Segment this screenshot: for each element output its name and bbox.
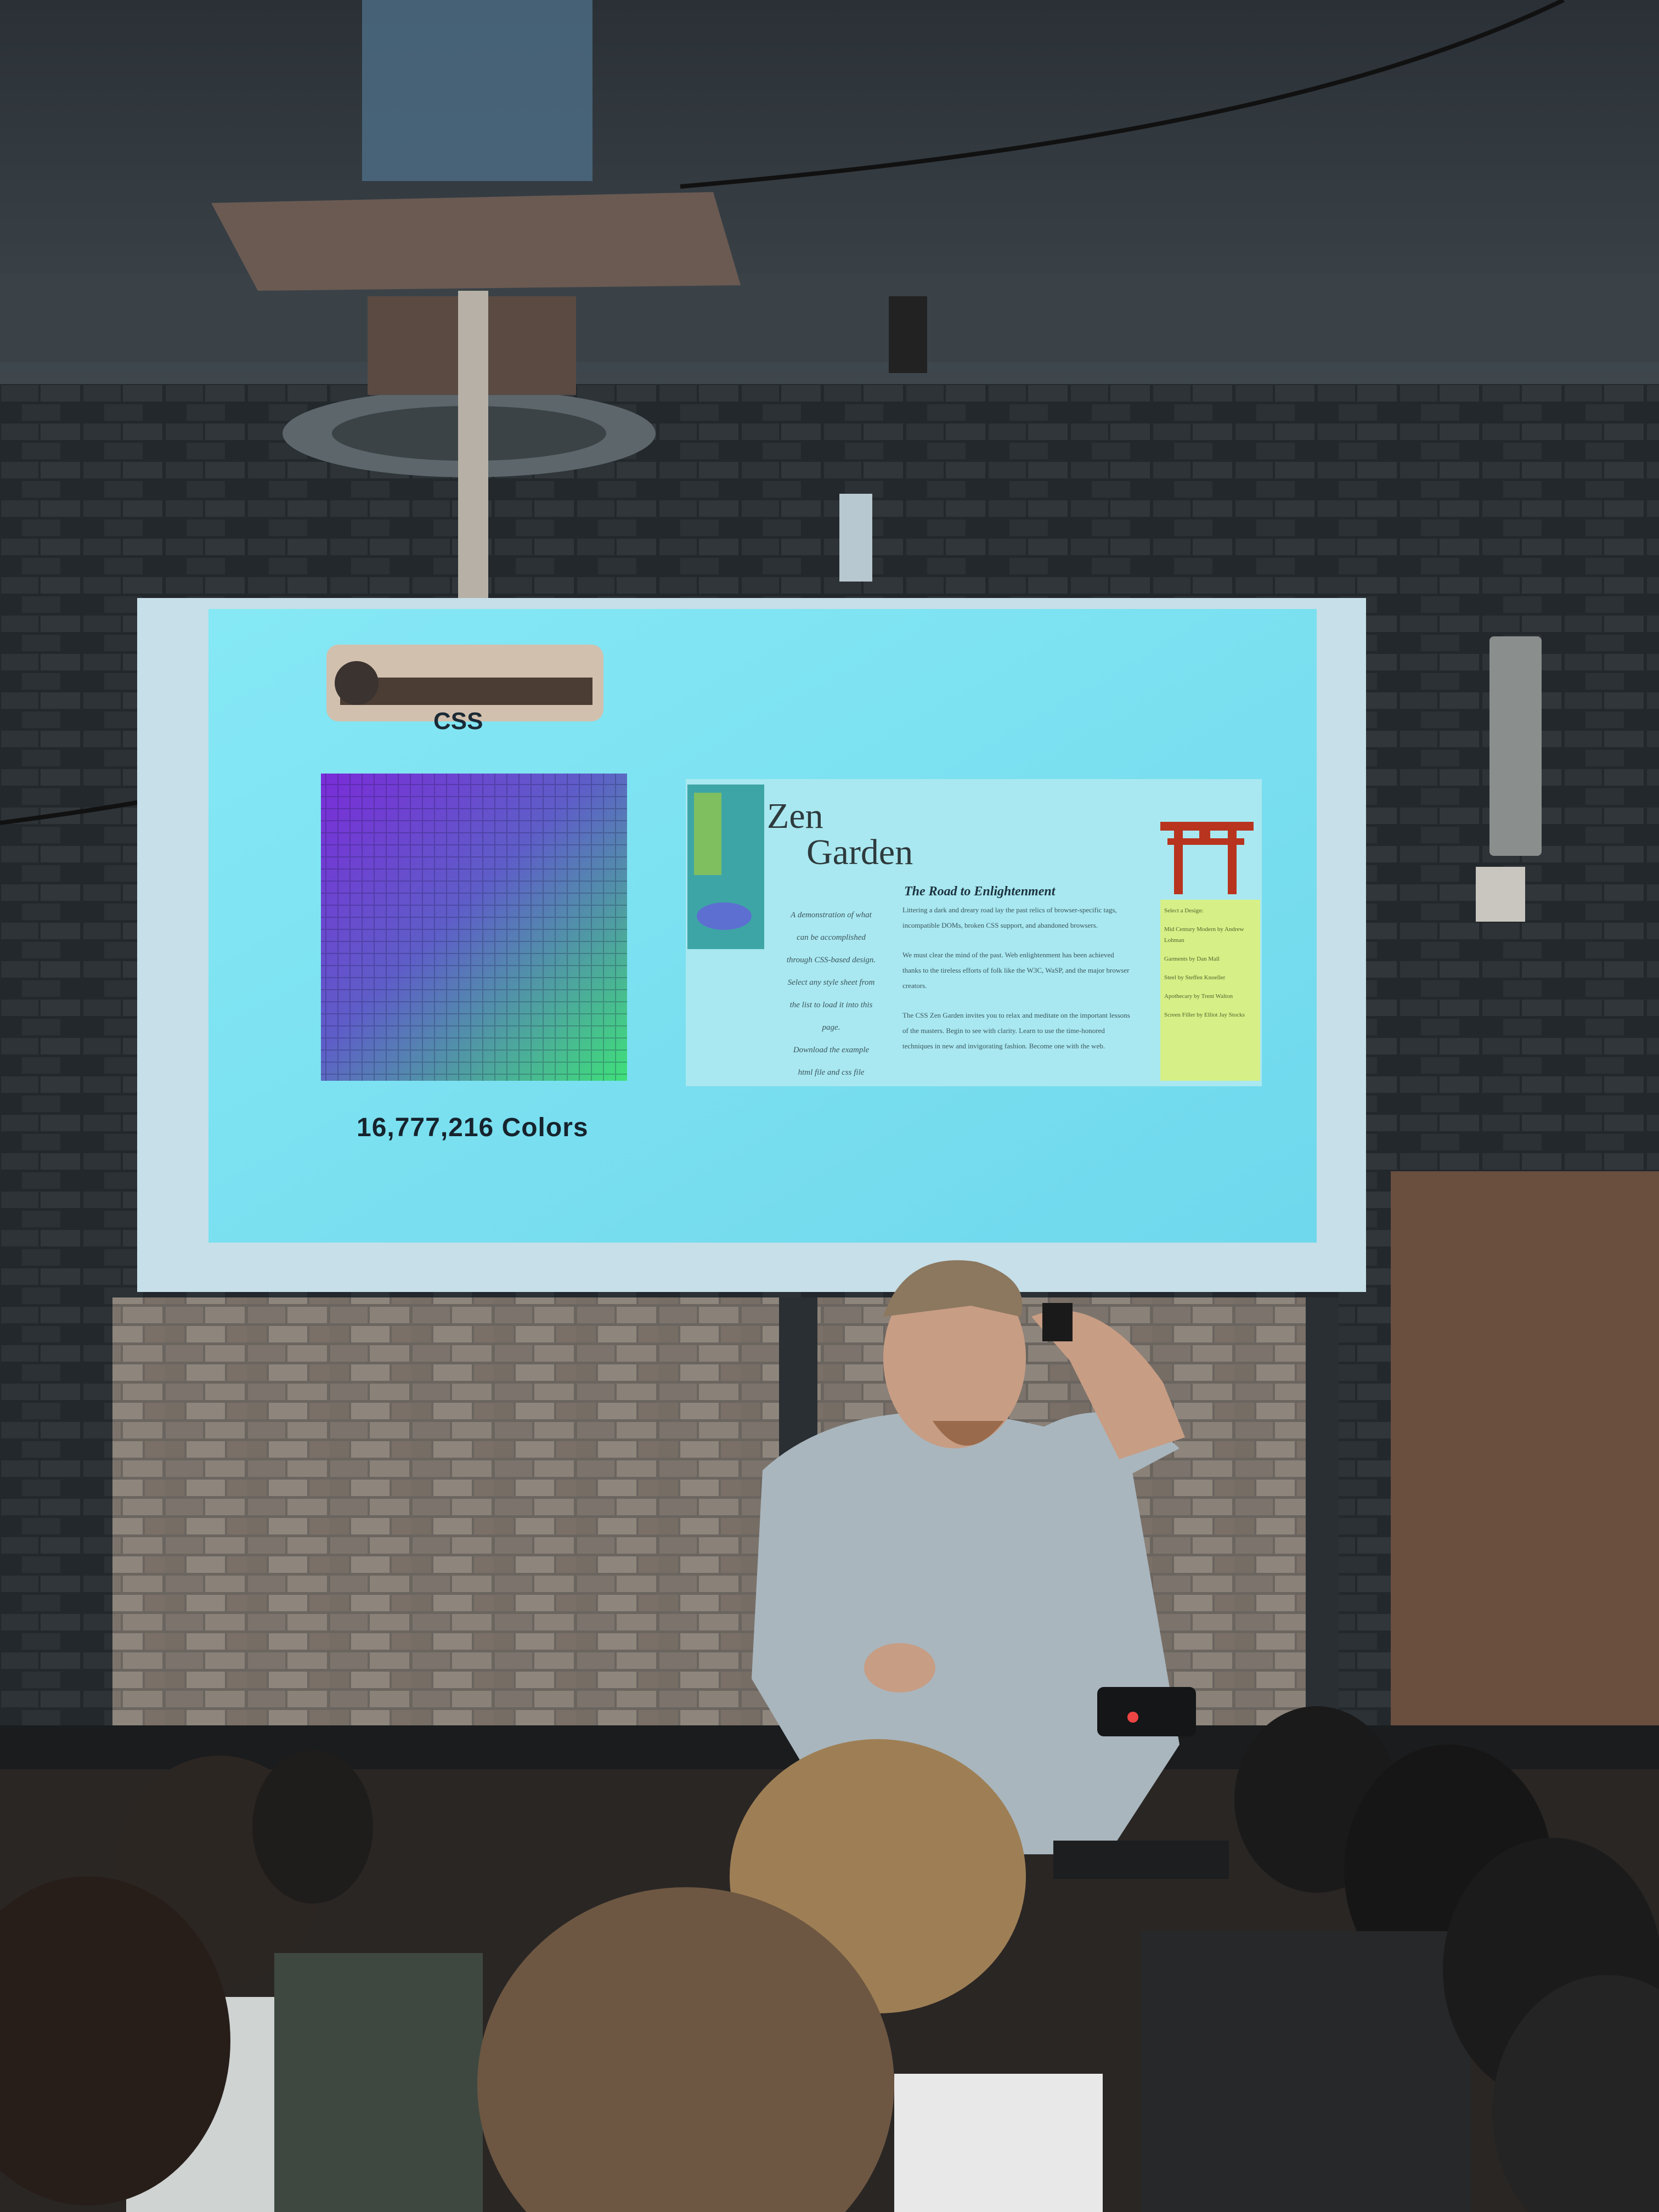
zen-body-paragraph: We must clear the mind of the past. Web … (902, 951, 1130, 990)
audience-shirt (274, 1953, 483, 2212)
zen-side-item: Mid Century Modern by Andrew Lohman (1164, 926, 1244, 944)
zen-intro-line: Download the example (793, 1046, 870, 1054)
zen-intro-line: page. (822, 1023, 840, 1032)
zen-intro-line: can be accomplished (797, 933, 866, 942)
audience-shirt (894, 2074, 1103, 2212)
projector-front (340, 678, 592, 705)
zen-side-item: Apothecary by Trent Walton (1164, 993, 1233, 1000)
zen-left-art-lotus (697, 902, 752, 930)
zen-side-item: Screen Filler by Elliot Jay Stocks (1164, 1012, 1245, 1018)
speaker-hand (864, 1643, 935, 1692)
ceiling-light-cylinder (889, 296, 927, 373)
zen-garden-title: Zen Garden (767, 798, 913, 871)
audience-head (252, 1750, 373, 1904)
laptop (1053, 1841, 1229, 1879)
podium (1391, 1171, 1659, 1747)
wall-pillar (1306, 1297, 1339, 1725)
color-grid-lines (321, 774, 627, 1081)
torii-gate-icon (1160, 822, 1254, 894)
zen-intro-line: Select any style sheet from (787, 978, 875, 987)
audience-shirt (1141, 1931, 1470, 2212)
zen-side-list: Select a Design: Mid Century Modern by A… (1164, 905, 1256, 1028)
audience-head (477, 1887, 894, 2212)
zen-side-item: Garments by Dan Mall (1164, 956, 1220, 962)
wall-switch-plate (1489, 636, 1542, 856)
zen-side-panel (1160, 900, 1260, 1081)
audience-head (0, 1876, 230, 2205)
projector-pole (458, 291, 488, 642)
slide-css-label: CSS (433, 708, 483, 735)
projector-mount-plate (211, 192, 741, 291)
zen-intro-line: through CSS-based design. (786, 956, 876, 964)
zen-body: Littering a dark and dreary road lay the… (902, 902, 1133, 1068)
audience (0, 1706, 1659, 2212)
zen-left-art-strip (694, 793, 721, 875)
zen-title-line1: Zen (767, 796, 823, 836)
device-light (1127, 1712, 1138, 1723)
outlet (1476, 867, 1525, 922)
ceiling-beam (0, 274, 1659, 362)
zen-intro: A demonstration of what can be accomplis… (776, 904, 886, 1084)
zen-intro-line: the list to load it into this (789, 1001, 873, 1009)
zen-side-item: Select a Design: (1164, 907, 1204, 914)
speaker-head (883, 1267, 1026, 1448)
zen-intro-line: A demonstration of what (791, 911, 872, 919)
speaker-device (1097, 1687, 1196, 1736)
zen-side-item: Steel by Steffen Knoeller (1164, 974, 1226, 981)
zen-body-paragraph: The CSS Zen Garden invites you to relax … (902, 1011, 1130, 1050)
zen-body-paragraph: Littering a dark and dreary road lay the… (902, 906, 1117, 929)
projector-lens (335, 661, 379, 705)
zen-title-line2: Garden (806, 832, 913, 872)
colors-caption: 16,777,216 Colors (357, 1113, 589, 1142)
ceiling-duct (362, 0, 592, 181)
zen-intro-line: html file and css file (798, 1068, 865, 1077)
wristwatch (1042, 1303, 1073, 1341)
zen-subheading: The Road to Enlightenment (904, 884, 1056, 899)
cable (680, 0, 1565, 189)
audience-head (1492, 1975, 1659, 2212)
